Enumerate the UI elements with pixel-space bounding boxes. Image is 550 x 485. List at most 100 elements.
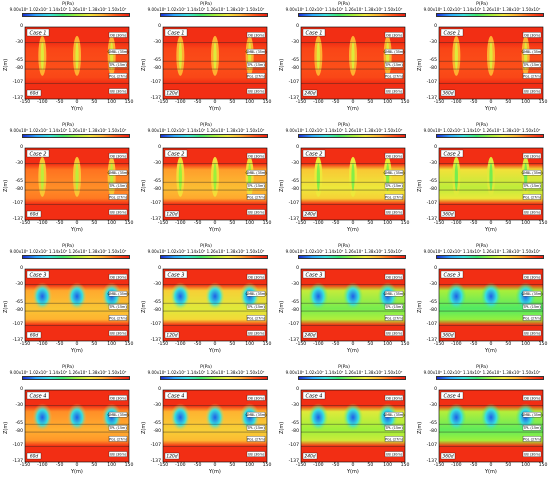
time-label: 120d xyxy=(164,210,180,217)
svg-text:TPL (15m): TPL (15m) xyxy=(108,63,127,67)
colorbar-title: P(Pa) xyxy=(200,123,212,128)
x-axis-label: Y(m) xyxy=(209,469,221,475)
svg-text:TPL (15m): TPL (15m) xyxy=(108,305,127,309)
layer-label: OB (30m) xyxy=(384,153,404,159)
pressure-field-plot: OB (30m) GMBL (35m) TPL (15m) PGL (27m) UB (… xyxy=(300,147,406,221)
y-tick-label: -107 xyxy=(150,443,161,449)
case-label: Case 4 xyxy=(26,391,50,399)
x-axis-label: Y(m) xyxy=(347,106,359,112)
x-tick-label: -150 xyxy=(19,463,31,468)
svg-text:OB (30m): OB (30m) xyxy=(110,396,127,400)
y-tick-label: -107 xyxy=(288,201,299,207)
y-tick-label: -80 xyxy=(15,429,23,435)
pressure-plume-core xyxy=(213,41,217,70)
x-tick-label: -150 xyxy=(433,342,445,347)
layer-label: TPL (15m) xyxy=(522,62,541,68)
layer-label: UB (30m) xyxy=(384,88,404,94)
panel-16: P(Pa) 9.00x10⁶ 1.02x10⁷ 1.14x10⁷ 1.26x10⁷… xyxy=(416,365,548,483)
x-tick-label: -150 xyxy=(19,100,31,105)
panel-3: P(Pa) 9.00x10⁶ 1.02x10⁷ 1.14x10⁷ 1.26x10⁷… xyxy=(278,2,410,120)
y-tick-label: -65 xyxy=(153,58,161,64)
pressure-field-plot: OB (30m) GMBL (35m) TPL (15m) PGL (27m) UB (… xyxy=(162,26,268,100)
y-tick-label: -80 xyxy=(429,66,437,72)
svg-text:UB (30m): UB (30m) xyxy=(248,211,265,215)
panel-10: P(Pa) 9.00x10⁶ 1.02x10⁷ 1.14x10⁷ 1.26x10⁷… xyxy=(140,244,272,362)
panel-11: P(Pa) 9.00x10⁶ 1.02x10⁷ 1.14x10⁷ 1.26x10⁷… xyxy=(278,244,410,362)
x-tick-label: -150 xyxy=(295,221,307,226)
colorbar-ticks: 9.00x10⁶ 1.02x10⁷ 1.14x10⁷ 1.26x10⁷ 1.38… xyxy=(9,7,127,12)
colorbar-ticks: 9.00x10⁶ 1.02x10⁷ 1.14x10⁷ 1.26x10⁷ 1.38… xyxy=(9,249,127,254)
svg-text:Case 3: Case 3 xyxy=(443,272,460,278)
layer-label: GMBL (35m) xyxy=(383,290,405,297)
y-tick-label: -30 xyxy=(15,39,23,45)
x-tick-label: 100 xyxy=(383,100,393,105)
x-tick-label: -50 xyxy=(55,342,64,347)
x-tick-label: 50 xyxy=(91,221,98,226)
svg-text:GMBL (35m): GMBL (35m) xyxy=(107,50,129,54)
x-tick-label: 150 xyxy=(400,221,410,226)
pressure-plume-core xyxy=(454,162,458,191)
x-axis-label: Y(m) xyxy=(71,106,83,112)
svg-text:GMBL (35m): GMBL (35m) xyxy=(107,413,129,417)
pressure-field-plot: OB (30m) GMBL (35m) TPL (15m) PGL (27m) UB (… xyxy=(24,268,130,342)
pressure-plume-core xyxy=(316,41,320,70)
panel-1: P(Pa) 9.00x10⁶ 1.02x10⁷ 1.14x10⁷ 1.26x10⁷… xyxy=(2,2,134,120)
svg-text:120d: 120d xyxy=(166,90,177,96)
y-tick-label: -30 xyxy=(153,402,161,408)
layer-label: PGL (27m) xyxy=(522,194,542,200)
pressure-plume xyxy=(446,403,467,432)
x-tick-label: -100 xyxy=(175,221,186,226)
panel-9: P(Pa) 9.00x10⁶ 1.02x10⁷ 1.14x10⁷ 1.26x10⁷… xyxy=(2,244,134,362)
colorbar-title: P(Pa) xyxy=(338,244,350,249)
colorbar-ticks: 9.00x10⁶ 1.02x10⁷ 1.14x10⁷ 1.26x10⁷ 1.38… xyxy=(147,7,265,12)
layer-label: GMBL (35m) xyxy=(383,411,405,418)
pressure-plume xyxy=(32,403,53,432)
layer-label: PGL (27m) xyxy=(246,73,266,79)
y-tick-label: 0 xyxy=(434,387,437,392)
colorbar-ticks: 9.00x10⁶ 1.02x10⁷ 1.14x10⁷ 1.26x10⁷ 1.38… xyxy=(147,128,265,133)
layer-label: OB (30m) xyxy=(108,32,128,38)
panel-14: P(Pa) 9.00x10⁶ 1.02x10⁷ 1.14x10⁷ 1.26x10⁷… xyxy=(140,365,272,483)
x-tick-label: -100 xyxy=(37,221,48,226)
layer-label: TPL (15m) xyxy=(384,425,403,431)
x-tick-label: -150 xyxy=(19,221,31,226)
layer-label: TPL (15m) xyxy=(384,304,403,310)
svg-text:TPL (15m): TPL (15m) xyxy=(108,426,127,430)
x-tick-label: -100 xyxy=(451,221,462,226)
x-tick-label: -100 xyxy=(313,100,324,105)
layer-label: GMBL (35m) xyxy=(521,169,543,176)
layer-label: TPL (15m) xyxy=(108,304,127,310)
svg-text:Case 1: Case 1 xyxy=(305,30,322,36)
y-tick-label: -137 xyxy=(12,96,23,101)
colorbar-title: P(Pa) xyxy=(476,123,488,128)
pressure-plume-core xyxy=(178,41,182,70)
svg-text:60d: 60d xyxy=(30,211,39,217)
x-tick-label: -50 xyxy=(193,100,202,105)
x-tick-label: -50 xyxy=(55,100,64,105)
layer-label: GMBL (35m) xyxy=(521,290,543,297)
svg-text:OB (30m): OB (30m) xyxy=(524,33,541,37)
pressure-plume xyxy=(481,282,501,311)
pressure-plume xyxy=(308,282,329,311)
y-tick-label: -30 xyxy=(153,160,161,166)
y-tick-label: -137 xyxy=(426,459,437,464)
layer-label: OB (30m) xyxy=(384,274,404,280)
x-tick-label: -50 xyxy=(331,342,340,347)
x-tick-label: -100 xyxy=(37,463,48,468)
y-tick-label: -137 xyxy=(150,459,161,464)
x-tick-label: 100 xyxy=(383,463,393,468)
svg-text:240d: 240d xyxy=(304,211,315,217)
y-axis-label: Z(m) xyxy=(141,421,147,434)
y-tick-label: -137 xyxy=(150,217,161,222)
svg-text:PGL (27m): PGL (27m) xyxy=(523,195,542,199)
x-tick-label: -100 xyxy=(313,463,324,468)
y-tick-label: -30 xyxy=(291,402,299,408)
svg-text:GMBL (35m): GMBL (35m) xyxy=(383,292,405,296)
svg-text:PGL (27m): PGL (27m) xyxy=(109,74,128,78)
x-axis-label: Y(m) xyxy=(71,469,83,475)
x-tick-label: -100 xyxy=(37,100,48,105)
layer-label: OB (30m) xyxy=(384,32,404,38)
pressure-plume-core xyxy=(351,41,355,70)
y-tick-label: -80 xyxy=(153,187,161,193)
